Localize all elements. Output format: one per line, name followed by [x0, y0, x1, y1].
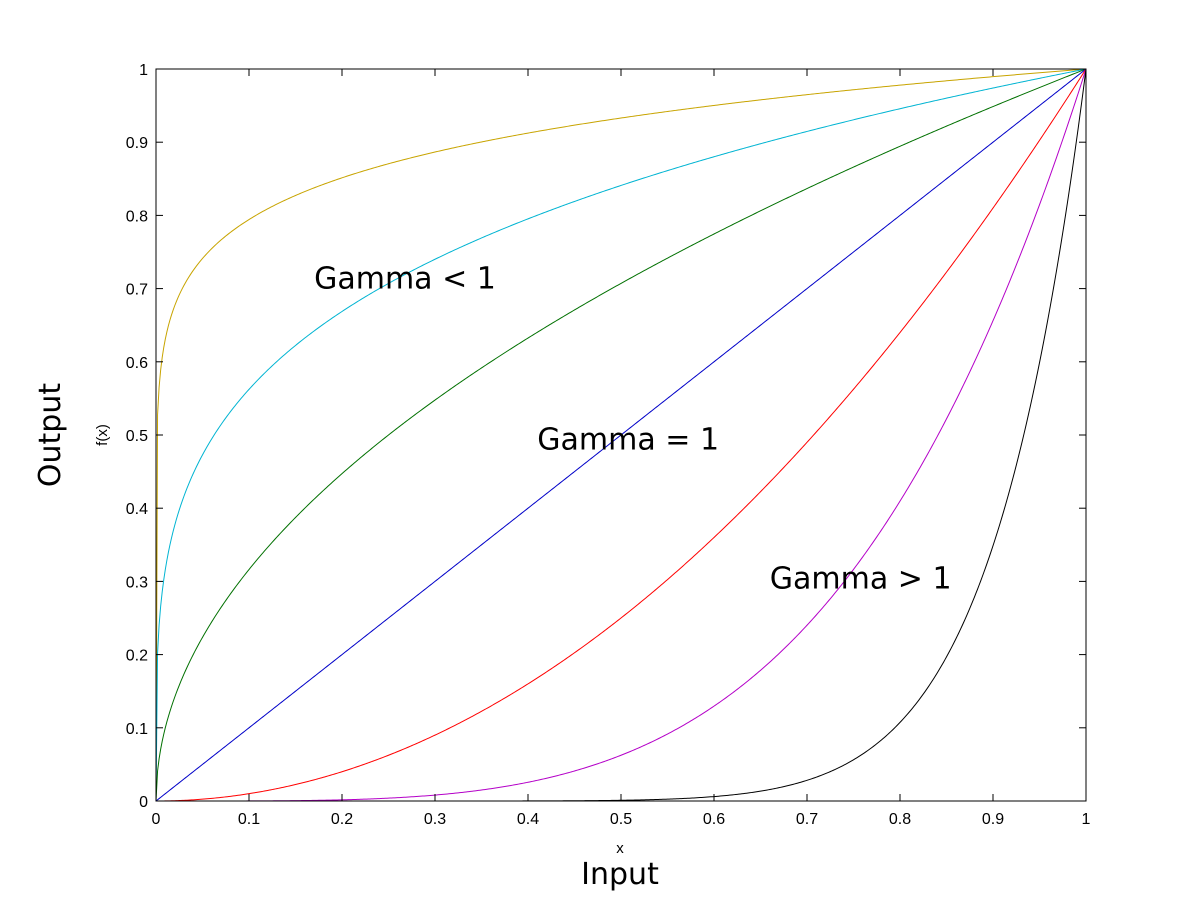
- y-tick-label-0: 0: [139, 794, 148, 811]
- y-tick-label-2: 0.2: [126, 648, 148, 665]
- series-line-6: [156, 68, 1087, 802]
- series-line-1: [155, 68, 1087, 802]
- series-line-2: [155, 68, 1087, 802]
- x-tick-label-5: 0.5: [610, 811, 632, 828]
- x-tick-label-8: 0.8: [889, 811, 911, 828]
- y-axis-outer-label: Output: [33, 383, 68, 487]
- y-tick-label-4: 0.4: [126, 501, 148, 518]
- y-tick-label-7: 0.7: [126, 282, 148, 299]
- y-tick-label-9: 0.9: [126, 135, 148, 152]
- annotation-3: Gamma > 1: [770, 562, 952, 597]
- y-tick-label-3: 0.3: [126, 574, 148, 591]
- series-line-5: [156, 68, 1087, 802]
- x-tick-label-0: 0: [152, 811, 161, 828]
- annotation-2: Gamma = 1: [537, 423, 719, 458]
- x-tick-label-2: 0.2: [331, 811, 353, 828]
- x-tick-label-7: 0.7: [796, 811, 818, 828]
- x-tick-label-3: 0.3: [424, 811, 446, 828]
- y-tick-label-1: 0.1: [126, 721, 148, 738]
- y-tick-label-5: 0.5: [126, 428, 148, 445]
- x-tick-label-10: 1: [1082, 811, 1091, 828]
- annotations-layer: Gamma < 1 Gamma = 1 Gamma > 1: [314, 262, 951, 597]
- x-tick-label-4: 0.4: [517, 811, 539, 828]
- x-tick-label-1: 0.1: [238, 811, 260, 828]
- annotation-1: Gamma < 1: [314, 262, 496, 297]
- y-axis-label: f(x): [94, 424, 111, 446]
- x-tick-label-9: 0.9: [982, 811, 1004, 828]
- x-axis-outer-label: Input: [581, 857, 659, 892]
- y-tick-label-6: 0.6: [126, 355, 148, 372]
- y-tick-label-8: 0.8: [126, 208, 148, 225]
- ticks-layer: 0 0.1 0.2 0.3 0.4 0.5 0.6 0.7 0.8 0.9 1 0 0.1 0.2 0.3 0…: [126, 62, 1091, 828]
- series-line-3: [155, 68, 1087, 802]
- x-axis-label: x: [616, 840, 624, 857]
- y-tick-label-10: 1: [139, 62, 148, 79]
- x-tick-label-6: 0.6: [703, 811, 725, 828]
- series-line-4: [155, 68, 1087, 802]
